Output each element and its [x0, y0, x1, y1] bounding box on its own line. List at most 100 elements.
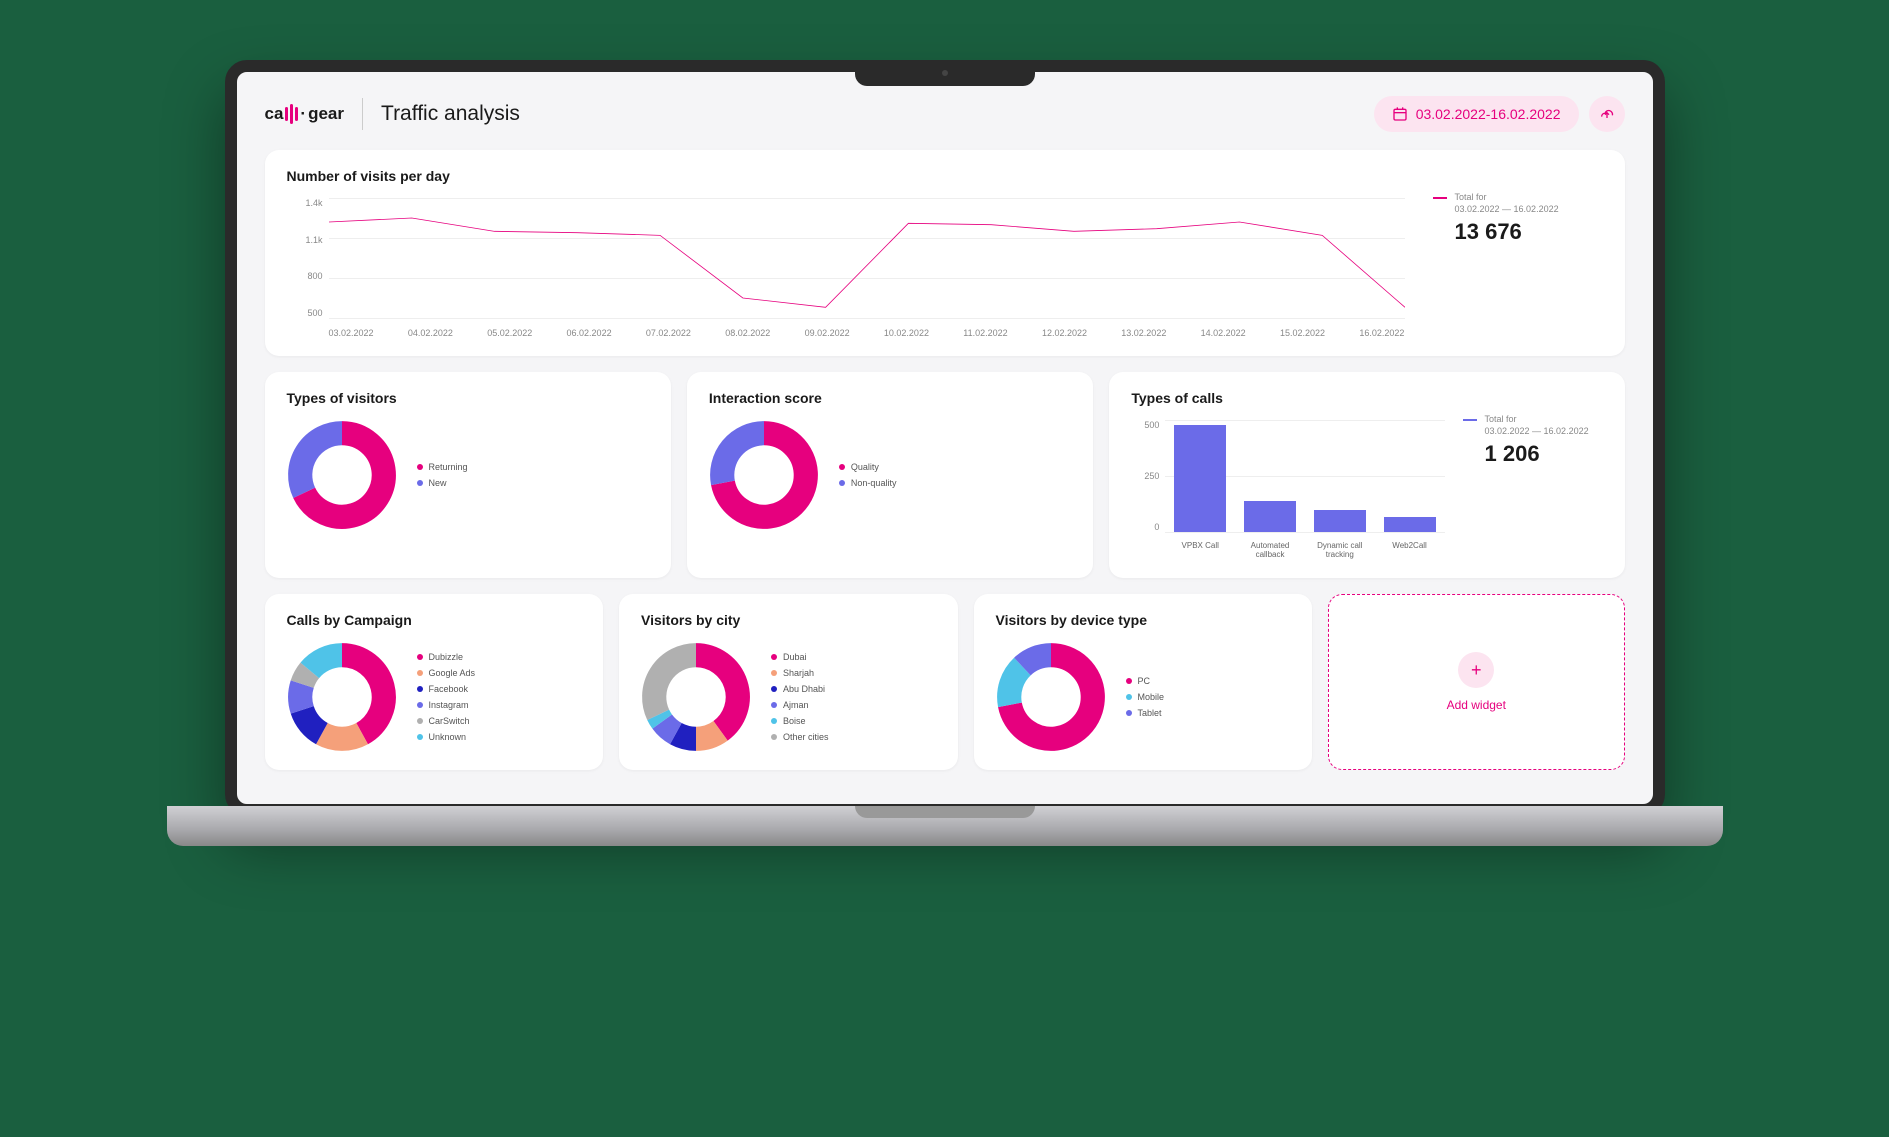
logo: ca · gear — [265, 104, 345, 124]
campaign-legend: Dubizzle Google Ads Facebook Instagram CarSw… — [417, 652, 476, 742]
visitors-type-card: Types of visitors Returning New — [265, 372, 671, 578]
legend-label: Unknown — [429, 732, 467, 742]
calls-bar-chart: 5002500 VPBX CallAutomated callbackDynam… — [1131, 420, 1444, 560]
laptop-notch — [855, 60, 1035, 86]
legend-dot — [1126, 694, 1132, 700]
legend-dot — [839, 464, 845, 470]
visitors-type-title: Types of visitors — [287, 390, 649, 406]
visits-line-chart: 1.4k1.1k800500 03.02.202204.02.202205.02… — [287, 198, 1405, 338]
legend-dot — [417, 702, 423, 708]
upload-icon — [1599, 106, 1615, 122]
row-2: Types of visitors Returning New Interacti… — [265, 372, 1625, 578]
legend-dot — [1126, 710, 1132, 716]
legend-label: Returning — [429, 462, 468, 472]
legend-item: Mobile — [1126, 692, 1165, 702]
calls-plot — [1165, 420, 1444, 532]
legend-dot — [771, 686, 777, 692]
legend-dot — [771, 670, 777, 676]
legend-label: Ajman — [783, 700, 809, 710]
visits-title: Number of visits per day — [287, 168, 1405, 184]
legend-dot — [417, 718, 423, 724]
legend-item: Unknown — [417, 732, 476, 742]
add-widget-label: Add widget — [1447, 698, 1506, 712]
city-card: Visitors by city Dubai Sharjah Abu Dhabi Aj… — [619, 594, 958, 770]
legend-dot — [771, 654, 777, 660]
row-3: Calls by Campaign Dubizzle Google Ads Face… — [265, 594, 1625, 770]
interaction-donut — [709, 420, 819, 530]
camera-icon — [942, 70, 948, 76]
legend-item: Boise — [771, 716, 829, 726]
legend-item: Other cities — [771, 732, 829, 742]
logo-dot: · — [300, 104, 306, 124]
laptop-base — [167, 806, 1723, 846]
legend-dot — [417, 464, 423, 470]
device-title: Visitors by device type — [996, 612, 1291, 628]
header: ca · gear Traffic analysis 03.02.2022-16… — [265, 96, 1625, 132]
device-legend: PC Mobile Tablet — [1126, 676, 1165, 718]
legend-label: Abu Dhabi — [783, 684, 825, 694]
legend-dot — [771, 734, 777, 740]
add-widget-button[interactable]: + Add widget — [1328, 594, 1625, 770]
visits-summary: Total for03.02.2022 — 16.02.2022 13 676 — [1433, 168, 1603, 338]
legend-dot — [839, 480, 845, 486]
calls-type-title: Types of calls — [1131, 390, 1444, 406]
legend-dot — [417, 734, 423, 740]
legend-label: Other cities — [783, 732, 829, 742]
legend-item: Ajman — [771, 700, 829, 710]
legend-label: New — [429, 478, 447, 488]
calls-summary-label: Total for03.02.2022 — 16.02.2022 — [1485, 414, 1589, 437]
legend-item: Abu Dhabi — [771, 684, 829, 694]
plus-icon: + — [1458, 652, 1494, 688]
campaign-title: Calls by Campaign — [287, 612, 582, 628]
legend-item: Dubizzle — [417, 652, 476, 662]
legend-item: Returning — [417, 462, 468, 472]
legend-label: Dubizzle — [429, 652, 464, 662]
logo-text-2: gear — [308, 104, 344, 124]
logo-bars-icon — [285, 104, 298, 124]
visits-y-axis: 1.4k1.1k800500 — [287, 198, 323, 318]
header-left: ca · gear Traffic analysis — [265, 98, 520, 130]
device-donut — [996, 642, 1106, 752]
header-divider — [362, 98, 363, 130]
interaction-legend: QualityNon-quality — [839, 462, 897, 488]
visits-summary-value: 13 676 — [1455, 219, 1559, 245]
legend-label: CarSwitch — [429, 716, 470, 726]
legend-label: Non-quality — [851, 478, 897, 488]
date-range-label: 03.02.2022-16.02.2022 — [1416, 106, 1561, 122]
campaign-card: Calls by Campaign Dubizzle Google Ads Face… — [265, 594, 604, 770]
visitors-type-legend: Returning New — [417, 462, 468, 488]
visits-x-axis: 03.02.202204.02.202205.02.202206.02.2022… — [329, 328, 1405, 338]
calls-x-axis: VPBX CallAutomated callbackDynamic call … — [1165, 541, 1444, 560]
legend-item: Facebook — [417, 684, 476, 694]
city-legend: Dubai Sharjah Abu Dhabi Ajman Boise Other cit… — [771, 652, 829, 742]
calendar-icon — [1392, 106, 1408, 122]
legend-item: Tablet — [1126, 708, 1165, 718]
legend-dot — [417, 670, 423, 676]
city-title: Visitors by city — [641, 612, 936, 628]
legend-label: PC — [1138, 676, 1151, 686]
legend-dot — [771, 718, 777, 724]
legend-label: Dubai — [783, 652, 807, 662]
interaction-title: Interaction score — [709, 390, 1071, 406]
legend-item: Dubai — [771, 652, 829, 662]
legend-dot — [1126, 678, 1132, 684]
legend-dot — [417, 686, 423, 692]
legend-item: New — [417, 478, 468, 488]
legend-item: Non-quality — [839, 478, 897, 488]
city-donut — [641, 642, 751, 752]
legend-label: Sharjah — [783, 668, 814, 678]
legend-label: Tablet — [1138, 708, 1162, 718]
export-button[interactable] — [1589, 96, 1625, 132]
legend-label: Instagram — [429, 700, 469, 710]
legend-label: Google Ads — [429, 668, 476, 678]
legend-item: PC — [1126, 676, 1165, 686]
logo-text-1: ca — [265, 104, 284, 124]
header-right: 03.02.2022-16.02.2022 — [1374, 96, 1625, 132]
date-range-button[interactable]: 03.02.2022-16.02.2022 — [1374, 96, 1579, 132]
device-card: Visitors by device type PC Mobile Tablet — [974, 594, 1313, 770]
legend-label: Boise — [783, 716, 806, 726]
calls-summary-dash — [1463, 419, 1477, 421]
legend-dot — [417, 654, 423, 660]
legend-item: CarSwitch — [417, 716, 476, 726]
legend-label: Mobile — [1138, 692, 1165, 702]
